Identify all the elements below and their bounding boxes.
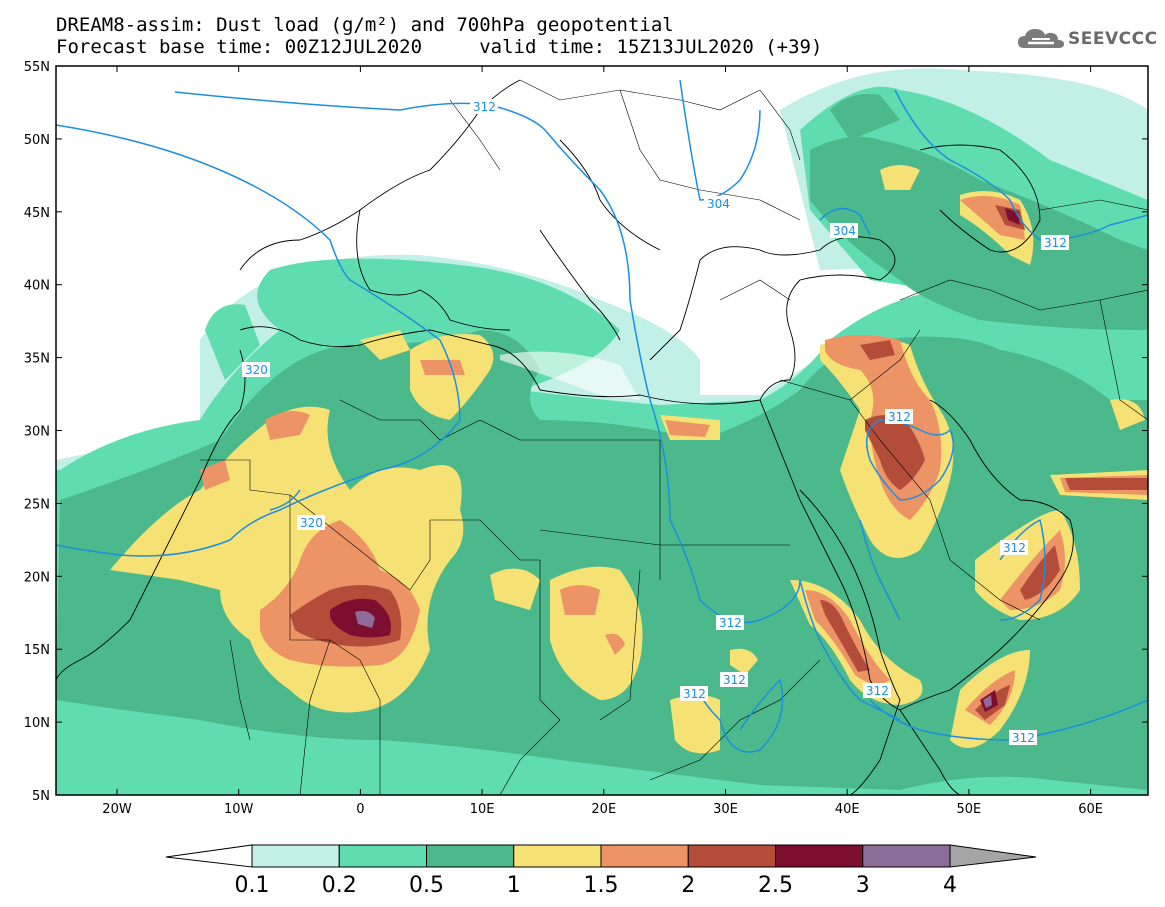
colorbar-tick-label: 0.1 bbox=[235, 873, 270, 898]
dust-field: 312 304 304 312 320 320 312 312 312 312 … bbox=[56, 68, 1148, 795]
contour-label: 312 bbox=[1012, 731, 1035, 745]
lon-label: 0 bbox=[356, 802, 364, 817]
colorbar-tick-label: 2.5 bbox=[758, 873, 793, 898]
seevccc-logo: SEEVCCC bbox=[1018, 26, 1158, 52]
lat-label: 40N bbox=[24, 279, 50, 294]
lon-label: 20E bbox=[591, 802, 616, 817]
contour-label: 304 bbox=[707, 197, 730, 211]
colorbar-over-triangle bbox=[949, 844, 1037, 868]
contour-label: 312 bbox=[1003, 541, 1026, 555]
lat-label: 35N bbox=[24, 352, 50, 367]
country-borders bbox=[200, 79, 1148, 795]
lat-label: 55N bbox=[24, 60, 50, 75]
contour-label: 320 bbox=[245, 363, 268, 377]
contour-label: 320 bbox=[300, 516, 323, 530]
contour-label-group: 312 304 304 312 320 320 312 312 312 312 … bbox=[242, 99, 1069, 745]
lat-label: 25N bbox=[24, 497, 50, 512]
lat-label: 45N bbox=[24, 206, 50, 221]
map-subtitle: Forecast base time: 00Z12JUL2020 valid t… bbox=[56, 36, 823, 58]
colorbar-box bbox=[600, 844, 689, 868]
contour-label: 312 bbox=[888, 410, 911, 424]
lon-label: 30E bbox=[713, 802, 738, 817]
colorbar-tick-label: 3 bbox=[856, 873, 870, 898]
lat-label: 10N bbox=[24, 716, 50, 731]
contour-label: 312 bbox=[473, 100, 496, 114]
contour-label: 312 bbox=[723, 673, 746, 687]
colorbar-box bbox=[338, 844, 427, 868]
colorbar-box bbox=[687, 844, 776, 868]
contour-label: 312 bbox=[683, 687, 706, 701]
colorbar-box bbox=[426, 844, 515, 868]
lon-label: 50E bbox=[957, 802, 982, 817]
colorbar-tick-label: 4 bbox=[943, 873, 957, 898]
lat-label: 5N bbox=[32, 789, 50, 804]
colorbar-tick-label: 2 bbox=[681, 873, 695, 898]
colorbar-tick-label: 0.2 bbox=[322, 873, 357, 898]
colorbar-tick-label: 1.5 bbox=[584, 873, 619, 898]
cloud-logo-icon bbox=[1018, 29, 1064, 48]
colorbar: 0.1 0.2 0.5 1 1.5 2 2.5 3 4 bbox=[165, 844, 1037, 898]
lon-label: 10W bbox=[224, 802, 254, 817]
colorbar-box bbox=[513, 844, 602, 868]
logo-text: SEEVCCC bbox=[1068, 29, 1158, 49]
lon-label: 20W bbox=[102, 802, 132, 817]
colorbar-under-triangle bbox=[165, 844, 253, 868]
lon-label: 10E bbox=[470, 802, 495, 817]
lat-label: 15N bbox=[24, 643, 50, 658]
contour-label: 304 bbox=[833, 224, 856, 238]
longitude-axis: 20W 10W 0 10E 20E 30E 40E 50E 60E bbox=[102, 66, 1103, 817]
contour-label: 312 bbox=[1044, 236, 1067, 250]
geopotential-contours bbox=[56, 79, 1148, 753]
lat-label: 20N bbox=[24, 570, 50, 585]
contour-label: 312 bbox=[719, 616, 742, 630]
latitude-axis: 55N 50N 45N 40N 35N 30N 25N 20N 15N 10N 5N bbox=[24, 60, 1148, 804]
colorbar-box bbox=[862, 844, 951, 868]
colorbar-tick-label: 1 bbox=[507, 873, 521, 898]
lat-label: 50N bbox=[24, 133, 50, 148]
map-title: DREAM8-assim: Dust load (g/m²) and 700hP… bbox=[56, 14, 674, 36]
colorbar-box bbox=[775, 844, 864, 868]
coastlines bbox=[56, 79, 1074, 795]
contour-label: 312 bbox=[866, 684, 889, 698]
colorbar-tick-label: 0.5 bbox=[409, 873, 444, 898]
lon-label: 40E bbox=[835, 802, 860, 817]
colorbar-box bbox=[251, 844, 340, 868]
lat-label: 30N bbox=[24, 425, 50, 440]
lon-label: 60E bbox=[1078, 802, 1103, 817]
